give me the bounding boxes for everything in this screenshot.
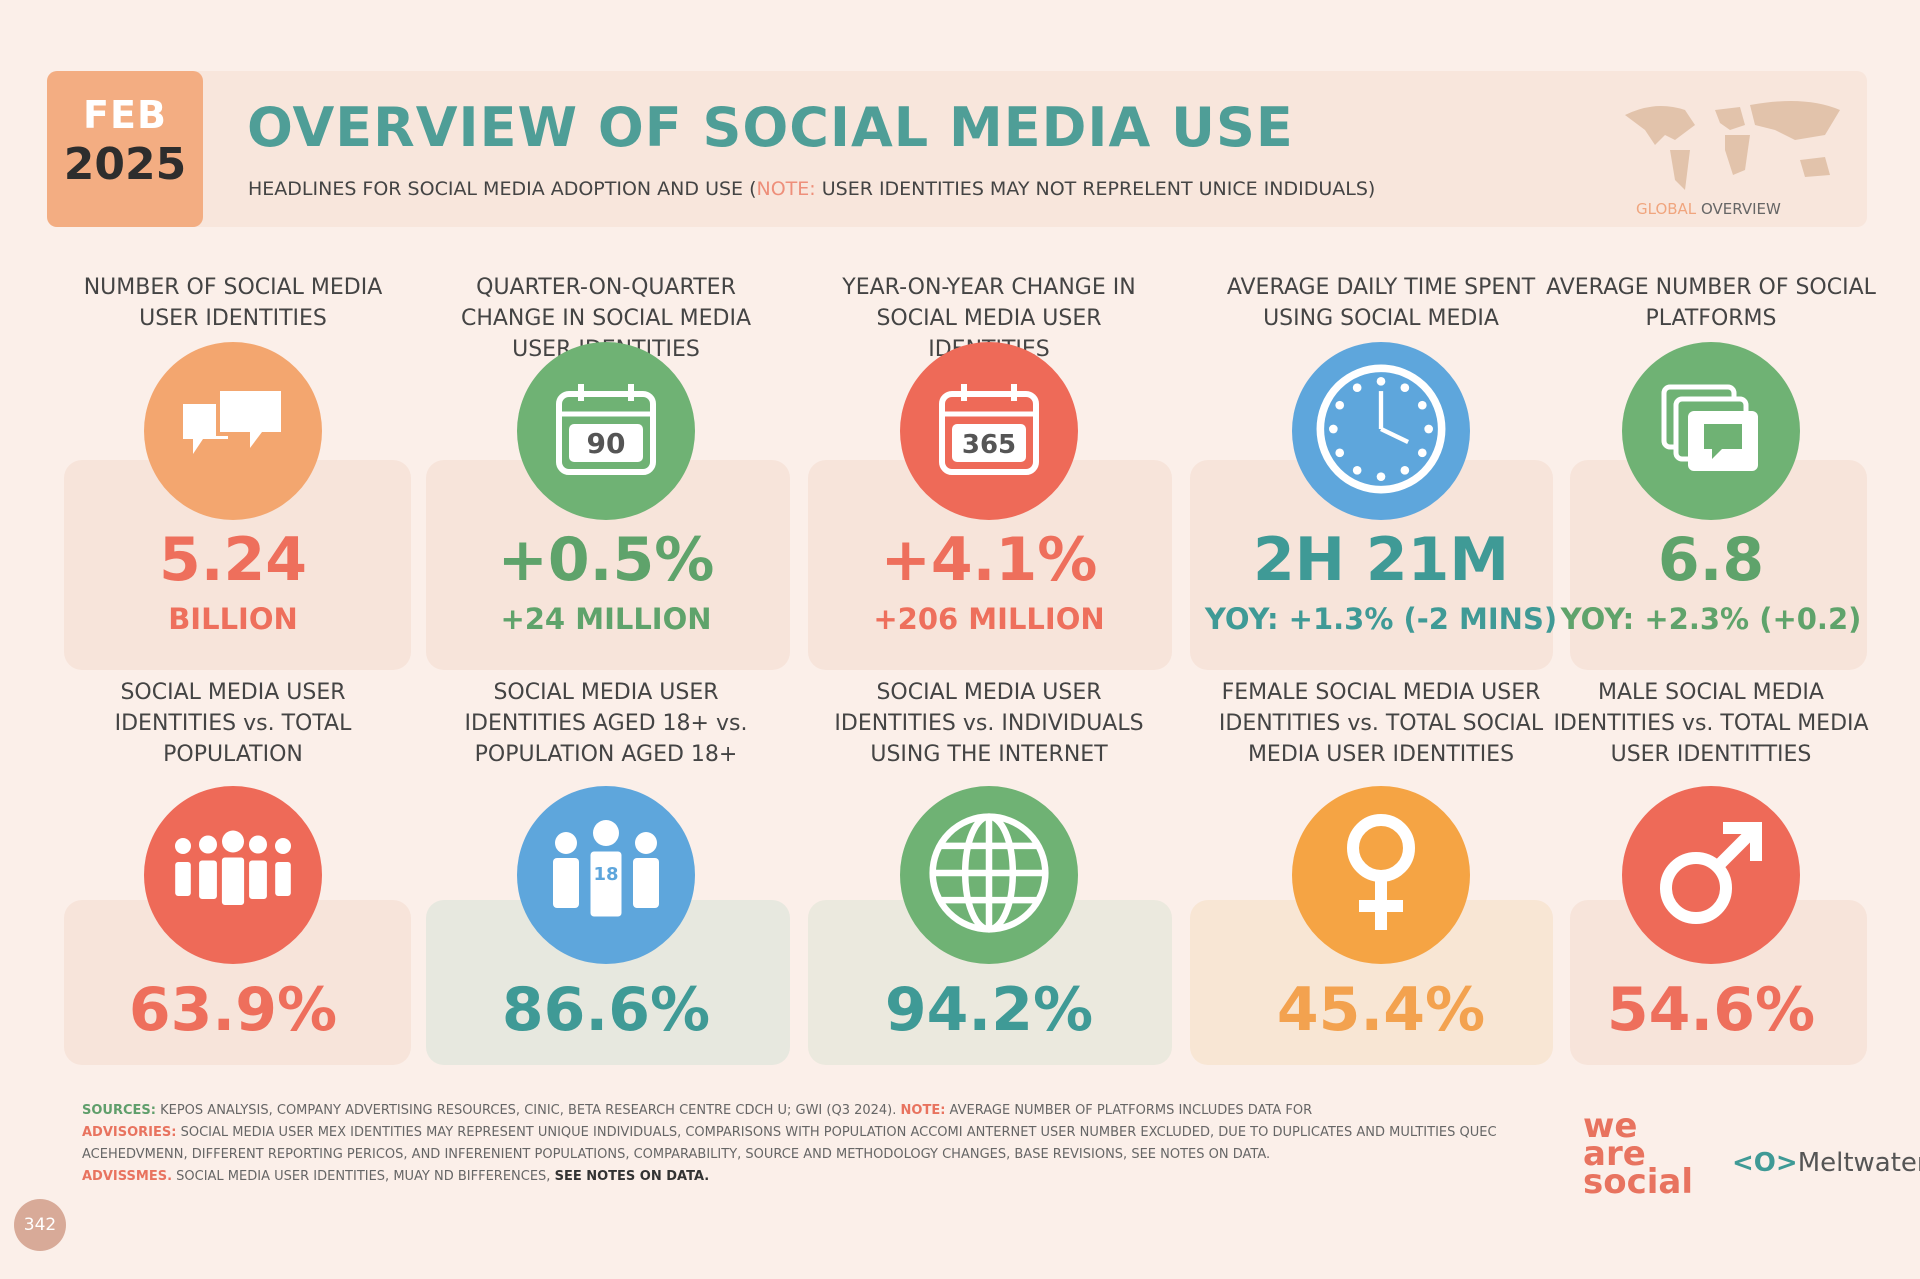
stat-label: AVERAGE NUMBER OF SOCIAL PLATFORMS: [1546, 275, 1876, 331]
stat-value: 6.8: [1657, 525, 1765, 595]
stat-label: SOCIAL MEDIA USER IDENTITIES AGED 18+ vs…: [464, 680, 748, 767]
note-label: NOTE:: [900, 1103, 946, 1118]
world-map-icon: [1625, 101, 1840, 190]
stat-subvalue: +24 MILLION: [500, 602, 712, 636]
stat-subvalue: YOY: +1.3% (-2 MINS): [1204, 602, 1558, 636]
badge-global: GLOBAL: [1636, 200, 1697, 218]
stat-label: MALE SOCIAL MEDIA IDENTITIES vs. TOTAL M…: [1553, 680, 1869, 767]
female-icon: [1331, 808, 1431, 942]
page-subtitle: HEADLINES FOR SOCIAL MEDIA ADOPTION AND …: [248, 178, 1375, 200]
advisories-label: ADVISORIES:: [82, 1125, 177, 1140]
stat-value: 45.4%: [1276, 975, 1486, 1045]
svg-text:90: 90: [587, 427, 626, 460]
date-badge: FEB 2025: [47, 71, 203, 227]
stat-circle: [900, 786, 1078, 964]
month: FEB: [83, 93, 167, 137]
calendar-90-icon: 90: [551, 379, 661, 483]
badge-overview: OVERVIEW: [1696, 200, 1781, 218]
stat-circle: [144, 786, 322, 964]
stat-value: 54.6%: [1606, 975, 1816, 1045]
stat-label: FEMALE SOCIAL MEDIA USER IDENTITIES vs. …: [1218, 680, 1544, 767]
globe-icon: [924, 808, 1054, 942]
meltwater-logo: <O>Meltwater: [1732, 1148, 1920, 1178]
meltwater-mark-icon: <O>: [1732, 1148, 1798, 1178]
stat-value: 86.6%: [501, 975, 711, 1045]
male-icon: [1651, 813, 1771, 937]
stat-label: AVERAGE DAILY TIME SPENT USING SOCIAL ME…: [1226, 275, 1536, 331]
we-are-social-logo: we are social: [1583, 1106, 1694, 1202]
stat-label: SOCIAL MEDIA USER IDENTITIES vs. INDIVID…: [834, 680, 1144, 767]
stat-circle: [144, 342, 322, 520]
stat-value: 63.9%: [128, 975, 338, 1045]
stat-subvalue: +206 MILLION: [873, 602, 1105, 636]
advisories-text: SOCIAL MEDIA USER MEX IDENTITIES MAY REP…: [82, 1125, 1497, 1162]
stat-label: SOCIAL MEDIA USER IDENTITIES vs. TOTAL P…: [114, 680, 352, 767]
year: 2025: [63, 139, 187, 190]
header-banner: [47, 71, 1867, 227]
stat-label: YEAR-ON-YEAR CHANGE IN SOCIAL MEDIA USER…: [842, 275, 1136, 362]
logo-are: are: [1583, 1134, 1646, 1174]
crowd-icon: [168, 818, 298, 932]
stat-circle: 365: [900, 342, 1078, 520]
stat-circle: [1292, 786, 1470, 964]
calendar-365-icon: 365: [934, 379, 1044, 483]
advisories2-text: SOCIAL MEDIA USER IDENTITIES, MUAY ND BI…: [172, 1169, 555, 1184]
advisories2-label: ADVISSMES.: [82, 1169, 173, 1184]
clock-icon: [1316, 364, 1446, 498]
footer-notes: SOURCES: KEPOS ANALYSIS, COMPANY ADVERTI…: [82, 1100, 1532, 1188]
stat-circle: [1292, 342, 1470, 520]
logo-we: we: [1583, 1106, 1638, 1146]
stat-value: +0.5%: [497, 525, 715, 595]
page-number: 342: [14, 1199, 66, 1251]
speech-bubbles-icon: [178, 379, 288, 483]
meltwater-text: Meltwater: [1797, 1148, 1920, 1178]
subtitle-note: NOTE:: [756, 178, 816, 200]
logo-social: social: [1583, 1162, 1694, 1202]
stat-value: 94.2%: [884, 975, 1094, 1045]
stat-circle: [1622, 342, 1800, 520]
global-overview-label: GLOBAL OVERVIEW: [1636, 200, 1781, 218]
subtitle-text: HEADLINES FOR SOCIAL MEDIA ADOPTION AND …: [248, 178, 757, 200]
notes-link[interactable]: SEE NOTES ON DATA.: [554, 1169, 710, 1184]
stat-value: 5.24: [158, 525, 308, 595]
stacked-windows-icon: [1656, 379, 1766, 483]
stat-circle: 90: [517, 342, 695, 520]
stat-value: +4.1%: [880, 525, 1098, 595]
sources-label: SOURCES:: [82, 1103, 156, 1118]
sources-text: KEPOS ANALYSIS, COMPANY ADVERTISING RESO…: [155, 1103, 901, 1118]
note-text: AVERAGE NUMBER OF PLATFORMS INCLUDES DAT…: [945, 1103, 1313, 1118]
stat-subvalue: BILLION: [168, 602, 298, 636]
stat-value: 2H 21M: [1252, 525, 1510, 595]
page-title: OVERVIEW OF SOCIAL MEDIA USE: [247, 96, 1294, 159]
stat-label: NUMBER OF SOCIAL MEDIA USER IDENTITIES: [83, 275, 383, 331]
stat-circle: 18: [517, 786, 695, 964]
stat-subvalue: YOY: +2.3% (+0.2): [1560, 602, 1862, 636]
stat-circle: [1622, 786, 1800, 964]
people-18-icon: 18: [541, 818, 671, 932]
subtitle-text-2: USER IDENTITIES MAY NOT REPRELENT UNICE …: [815, 178, 1376, 200]
svg-text:18: 18: [593, 864, 618, 885]
svg-text:365: 365: [962, 430, 1016, 460]
